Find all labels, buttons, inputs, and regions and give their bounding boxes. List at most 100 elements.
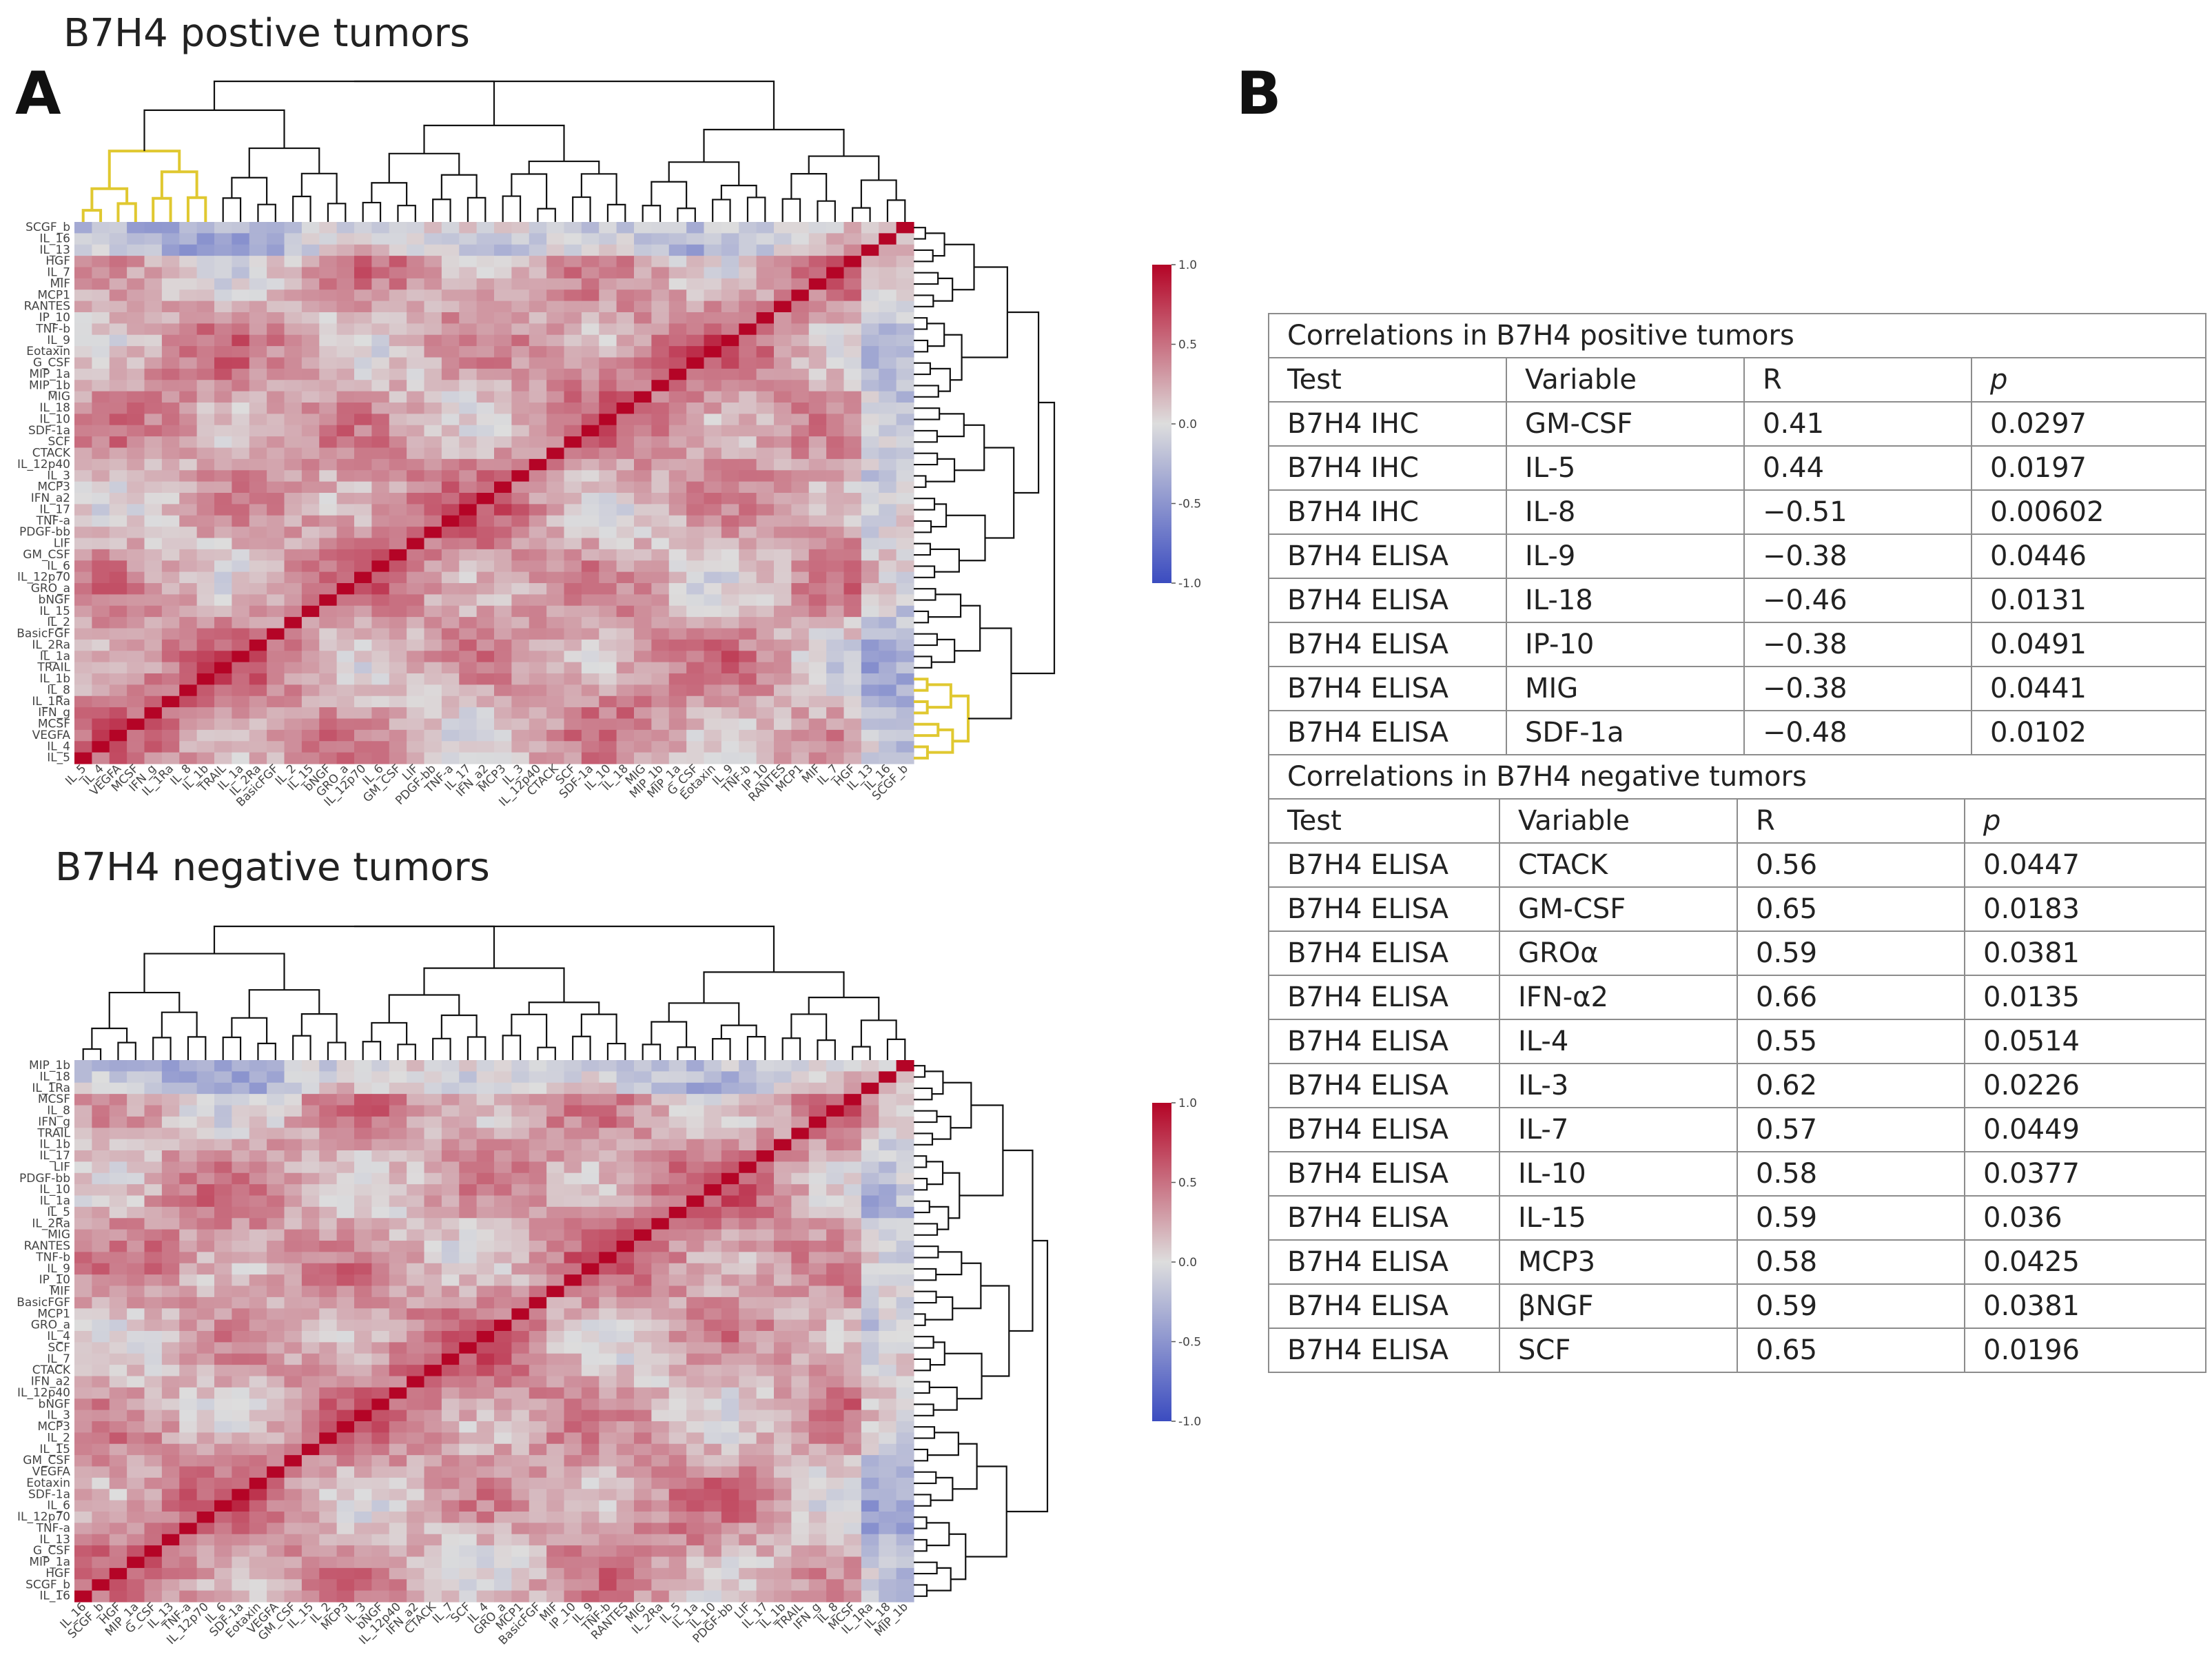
heatmap-cell — [686, 515, 705, 527]
heatmap-cell — [459, 267, 478, 279]
heatmap-cell — [319, 695, 338, 708]
heatmap-cell — [721, 1229, 739, 1241]
heatmap-cell — [494, 312, 512, 324]
heatmap-cell — [179, 222, 198, 234]
heatmap-cell — [127, 1455, 145, 1467]
heatmap-cell — [196, 617, 215, 629]
heatmap-cell — [879, 1489, 897, 1501]
heatmap-cell — [441, 493, 460, 505]
heatmap-cell — [546, 1443, 565, 1456]
heatmap-cell — [161, 1116, 180, 1128]
heatmap-cell — [546, 233, 565, 245]
heatmap-cell — [284, 1590, 303, 1603]
heatmap-cell — [599, 707, 617, 720]
heatmap-cell — [179, 729, 198, 742]
dendrogram-branch — [936, 1251, 963, 1276]
heatmap-cell — [826, 1184, 845, 1197]
heatmap-cell — [371, 1489, 390, 1501]
heatmap-cell — [144, 571, 163, 584]
heatmap-cell — [808, 1421, 827, 1433]
heatmap-cell — [109, 470, 127, 482]
heatmap-cell — [196, 639, 215, 651]
heatmap-cell — [843, 1218, 862, 1230]
heatmap-cell — [494, 605, 512, 618]
heatmap-cell — [826, 1206, 845, 1219]
heatmap-cell — [319, 1060, 338, 1072]
heatmap-cell — [791, 662, 810, 674]
heatmap-cell — [441, 403, 460, 414]
dendrogram-branch — [107, 150, 181, 189]
heatmap-cell — [424, 1229, 442, 1241]
heatmap-cell — [161, 1477, 180, 1489]
heatmap-cell — [179, 1342, 198, 1354]
heatmap-cell — [739, 1105, 757, 1117]
heatmap-cell — [232, 222, 250, 234]
heatmap-cell — [109, 1128, 127, 1140]
heatmap-cell — [319, 1161, 338, 1174]
heatmap-cell — [843, 1376, 862, 1388]
heatmap-cell — [616, 1195, 635, 1208]
heatmap-cell — [668, 312, 687, 324]
heatmap-cell — [511, 1071, 530, 1084]
heatmap-cell — [424, 346, 442, 358]
heatmap-cell — [546, 458, 565, 471]
heatmap-cell — [127, 244, 145, 256]
heatmap-cell — [214, 1206, 232, 1219]
heatmap-cell — [756, 605, 775, 618]
heatmap-cell — [336, 1489, 355, 1501]
heatmap-cell — [494, 1060, 512, 1072]
heatmap-cell — [494, 639, 512, 651]
heatmap-cell — [249, 470, 267, 482]
heatmap-cell — [599, 1477, 617, 1489]
heatmap-cell — [371, 1082, 390, 1095]
heatmap-cell — [267, 436, 285, 449]
heatmap-cell — [494, 1399, 512, 1411]
heatmap-cell — [389, 357, 407, 369]
heatmap-cell — [161, 403, 180, 414]
heatmap-cell — [74, 267, 92, 279]
heatmap-cell — [459, 233, 478, 245]
dendrogram-branch — [914, 1516, 928, 1529]
dendrogram-branch — [572, 1035, 591, 1060]
heatmap-cell — [441, 662, 460, 674]
heatmap-cell — [109, 267, 127, 279]
heatmap-cell — [896, 481, 914, 494]
heatmap-cell — [511, 278, 530, 290]
heatmap-cell — [564, 414, 582, 426]
heatmap-cell — [808, 1105, 827, 1117]
heatmap-cell — [546, 1274, 565, 1287]
heatmap-cell — [896, 1331, 914, 1343]
heatmap-cell — [668, 741, 687, 753]
heatmap-cell — [371, 1060, 390, 1072]
heatmap-cell — [616, 1534, 635, 1546]
heatmap-cell — [459, 1489, 478, 1501]
heatmap-cell — [739, 718, 757, 731]
heatmap-cell — [511, 1410, 530, 1422]
heatmap-cell — [407, 1150, 425, 1162]
heatmap-cell — [214, 380, 232, 392]
heatmap-cell — [826, 684, 845, 697]
heatmap-cell — [74, 470, 92, 482]
heatmap-cell — [74, 594, 92, 607]
heatmap-cell — [546, 1139, 565, 1151]
heatmap-cell — [651, 741, 670, 753]
heatmap-cell — [581, 1534, 600, 1546]
heatmap-cell — [494, 1229, 512, 1241]
heatmap-cell — [651, 357, 670, 369]
heatmap-cell — [407, 1512, 425, 1523]
heatmap-cell — [529, 1263, 547, 1275]
heatmap-cell — [774, 527, 792, 539]
heatmap-cell — [459, 357, 478, 369]
heatmap-cell — [581, 481, 600, 494]
heatmap-cell — [879, 1421, 897, 1433]
heatmap-cell — [407, 1116, 425, 1128]
heatmap-cell — [564, 673, 582, 685]
heatmap-cell — [389, 1455, 407, 1467]
heatmap-cell — [424, 515, 442, 527]
heatmap-cell — [494, 1218, 512, 1230]
heatmap-cell — [704, 222, 722, 234]
row-label: IL_10 — [39, 412, 70, 426]
heatmap-cell — [459, 1128, 478, 1140]
heatmap-cell — [336, 527, 355, 539]
heatmap-cell — [441, 334, 460, 347]
